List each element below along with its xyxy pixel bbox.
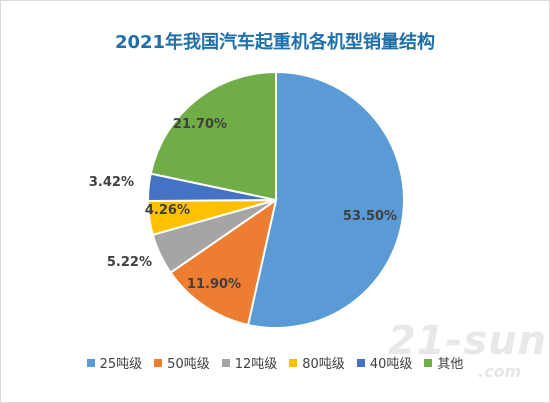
legend-label: 80吨级 — [302, 357, 345, 372]
pie-slice-1 — [246, 70, 405, 329]
legend-swatch — [424, 358, 433, 367]
data-label-1: 53.50% — [343, 209, 397, 224]
legend-label: 其他 — [437, 357, 464, 372]
legend-item-6: 其他 — [424, 353, 463, 372]
legend-swatch — [221, 358, 230, 367]
legend-swatch — [154, 358, 163, 367]
legend-swatch — [289, 358, 298, 367]
chart-legend: 25吨级 50吨级 12吨级 80吨级 40吨级 其他 — [0, 353, 550, 372]
data-label-2: 11.90% — [187, 277, 241, 292]
legend-item-4: 80吨级 — [289, 353, 345, 372]
legend-item-5: 40吨级 — [356, 353, 413, 372]
legend-item-2: 50吨级 — [154, 353, 210, 372]
legend-item-3: 12吨级 — [221, 353, 278, 372]
legend-label: 12吨级 — [234, 357, 278, 372]
pie-slice-2 — [169, 197, 278, 327]
legend-item-1: 25吨级 — [86, 353, 143, 372]
pie-slice-6 — [149, 70, 277, 202]
chart-title: 2021年我国汽车起重机各机型销量结构 — [114, 32, 436, 53]
watermark-logo: 21-sun — [388, 318, 548, 364]
legend-label: 25吨级 — [99, 357, 143, 372]
data-label-3: 5.22% — [107, 255, 152, 270]
legend-swatch — [356, 358, 365, 367]
data-label-5: 3.42% — [89, 175, 134, 190]
watermark-logo-sub: .com — [478, 362, 522, 381]
data-label-6: 21.70% — [173, 117, 227, 132]
legend-label: 40吨级 — [369, 357, 413, 372]
data-label-4: 4.26% — [145, 203, 190, 218]
legend-label: 50吨级 — [167, 357, 210, 372]
legend-swatch — [86, 358, 95, 367]
